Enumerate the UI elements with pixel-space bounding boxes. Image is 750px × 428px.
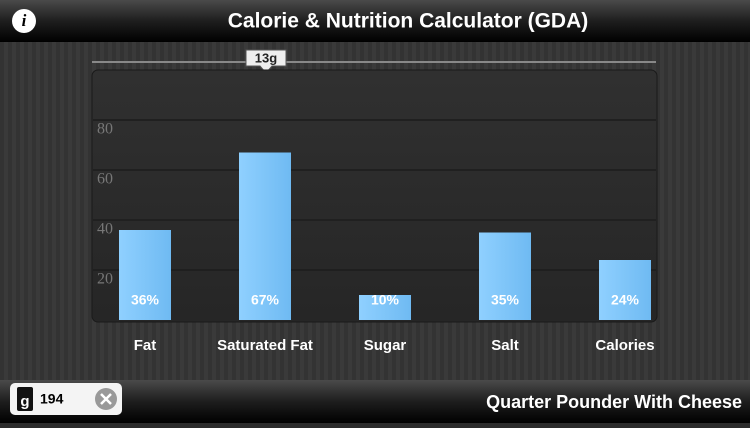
footer-bar: [0, 380, 750, 423]
value-label: 10%: [371, 292, 400, 308]
unit-icon: g: [20, 393, 29, 410]
amount: 194: [40, 391, 64, 407]
value-label: 24%: [611, 292, 640, 308]
y-tick-label: 40: [97, 221, 113, 238]
amount-field[interactable]: [10, 383, 122, 415]
bar: [599, 260, 651, 320]
header-bar: [0, 0, 750, 42]
x-tick-label: Saturated Fat: [217, 337, 313, 354]
x-tick-label: Fat: [134, 337, 157, 354]
clear-icon[interactable]: [100, 393, 112, 405]
y-tick-label: 20: [97, 271, 113, 288]
x-tick-label: Salt: [491, 337, 519, 354]
bar: [119, 230, 171, 320]
y-tick-label: 80: [97, 121, 113, 138]
info-button[interactable]: [12, 9, 36, 33]
bar: [359, 295, 411, 320]
x-tick-label: Sugar: [364, 337, 407, 354]
value-label: 67%: [251, 292, 280, 308]
slider-label: 13g: [255, 50, 277, 65]
value-label: 36%: [131, 292, 160, 308]
title: Calorie & Nutrition Calculator (GDA): [228, 10, 589, 33]
value-label: 35%: [491, 292, 520, 308]
unit-badge: [17, 387, 33, 411]
info-icon[interactable]: i: [22, 11, 27, 30]
x-tick-label: Calories: [595, 337, 654, 354]
y-tick-label: 60: [97, 171, 113, 188]
product-name: Quarter Pounder With Cheese: [486, 392, 742, 412]
bar: [479, 232, 531, 320]
plot-area: [91, 69, 658, 323]
bar: [239, 152, 291, 320]
